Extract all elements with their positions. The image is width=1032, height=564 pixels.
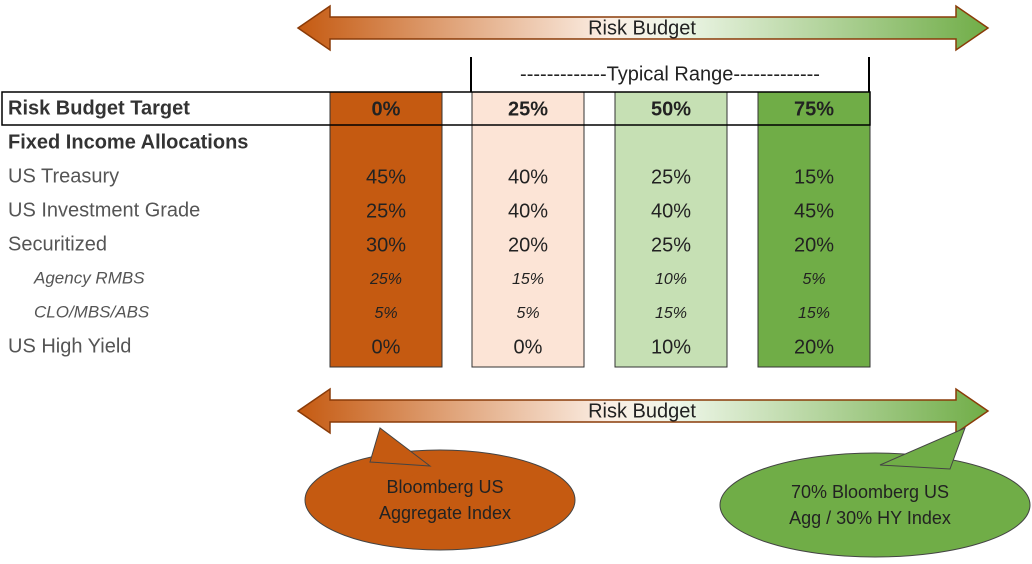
cell-value: 20% [508, 234, 548, 256]
cell-value: 0% [514, 336, 543, 358]
cell-value: 20% [794, 336, 834, 358]
callout-text: Aggregate Index [379, 503, 511, 523]
cell-value: 45% [366, 166, 406, 188]
arrow-label: Risk Budget [588, 400, 696, 422]
cell-value: 15% [655, 305, 687, 322]
callout-pointer [879, 427, 966, 470]
column-box [757, 91, 871, 368]
callout-text: Bloomberg US [386, 477, 503, 497]
row-label: US High Yield [8, 335, 131, 357]
arrow [296, 387, 990, 435]
row-label: Securitized [8, 233, 107, 255]
cell-value: 5% [802, 271, 825, 288]
arrow-label: Risk Budget [588, 17, 696, 39]
section-label: Fixed Income Allocations [8, 131, 248, 153]
cell-value: 45% [794, 200, 834, 222]
cell-value: 30% [366, 234, 406, 256]
column-box [471, 91, 585, 368]
cell-value: 15% [794, 166, 834, 188]
cell-value: 5% [516, 305, 539, 322]
column-box [614, 91, 728, 368]
cell-value: 40% [508, 200, 548, 222]
cell-value: 25% [369, 271, 402, 288]
header-value: 50% [651, 98, 691, 120]
range-label: -------------Typical Range------------- [520, 63, 820, 85]
callout-pointer [369, 427, 432, 467]
header-value: 75% [794, 98, 834, 120]
row-label: Agency RMBS [33, 268, 145, 287]
callout-text: 70% Bloomberg US [791, 482, 949, 502]
cell-value: 25% [651, 234, 691, 256]
cell-value: 10% [651, 336, 691, 358]
row-label: US Investment Grade [8, 199, 200, 221]
callout-bubble [719, 452, 1031, 558]
cell-value: 40% [651, 200, 691, 222]
row-label: CLO/MBS/ABS [34, 302, 150, 321]
header-label: Risk Budget Target [8, 97, 190, 119]
cell-value: 10% [655, 271, 687, 288]
cell-value: 5% [374, 305, 397, 322]
cell-value: 20% [794, 234, 834, 256]
cell-value: 40% [508, 166, 548, 188]
header-value: 25% [508, 98, 548, 120]
cell-value: 15% [798, 305, 830, 322]
cell-value: 25% [366, 200, 406, 222]
callout-joint [372, 464, 428, 482]
callout-bubble [304, 449, 576, 551]
cell-value: 15% [512, 271, 544, 288]
cell-value: 25% [651, 166, 691, 188]
row-label: US Treasury [8, 165, 119, 187]
callout-text: Agg / 30% HY Index [789, 508, 951, 528]
header-value: 0% [372, 98, 401, 120]
arrow [296, 4, 990, 52]
cell-value: 0% [372, 336, 401, 358]
callout-joint [882, 467, 948, 485]
header-row [1, 91, 871, 126]
column-box [329, 91, 443, 368]
